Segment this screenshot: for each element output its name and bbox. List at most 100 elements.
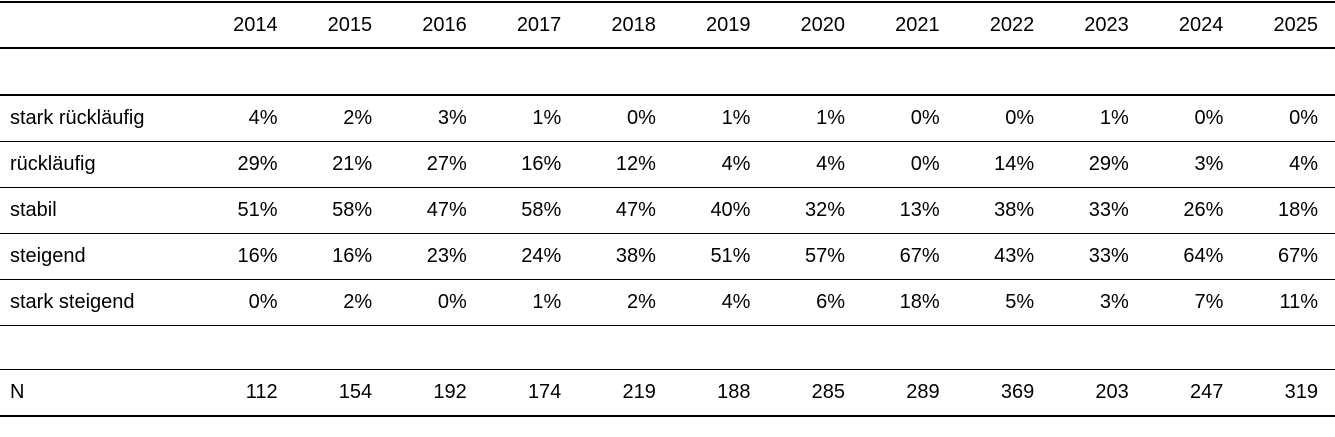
value-cell: 4% (1289, 152, 1318, 175)
n-value-cell: 112 (245, 380, 278, 403)
n-value-cell: 188 (717, 380, 751, 403)
table-row-stark-ruckl-ufig: stark rückläufig 4% 2% 3% 1% 0% 1% 1% 0% 0% 1% 0% 0% (0, 95, 1335, 141)
value-cell: 24% (521, 244, 562, 267)
value-cell: 33% (1088, 244, 1129, 267)
year-header-2018: 2018 (611, 13, 656, 36)
value-cell: 26% (1183, 198, 1224, 221)
value-cell: 32% (805, 198, 846, 221)
year-header-2023: 2023 (1084, 13, 1129, 36)
value-cell: 23% (426, 244, 467, 267)
value-cell: 47% (615, 198, 656, 221)
value-cell: 16% (237, 244, 278, 267)
value-cell: 58% (332, 198, 373, 221)
value-cell: 38% (994, 198, 1035, 221)
value-cell: 4% (248, 106, 278, 129)
value-cell: 33% (1088, 198, 1129, 221)
value-cell: 21% (332, 152, 373, 175)
value-cell: 4% (721, 290, 751, 313)
spacer-row (0, 325, 1335, 369)
value-cell: 58% (521, 198, 562, 221)
value-cell: 3% (1099, 290, 1129, 313)
value-cell: 4% (816, 152, 846, 175)
value-cell: 11% (1279, 290, 1318, 313)
corner-cell (0, 2, 200, 48)
table-row-stark-steigend: stark steigend 0% 2% 0% 1% 2% 4% 6% 18% 5% 3% 7% 11% (0, 279, 1335, 325)
n-value-cell: 247 (1189, 380, 1224, 403)
year-header-2024: 2024 (1178, 13, 1224, 36)
value-cell: 64% (1183, 244, 1224, 267)
value-cell: 0% (1289, 106, 1318, 129)
year-header-2021: 2021 (895, 13, 940, 36)
value-cell: 38% (615, 244, 656, 267)
year-header-2025: 2025 (1273, 13, 1319, 36)
year-header-2017: 2017 (516, 13, 562, 36)
row-label: stark steigend (10, 290, 135, 313)
value-cell: 1% (532, 106, 562, 129)
table-row-n: N 112 154 192 174 219 188 285 289 369 203 247 319 (0, 369, 1335, 416)
table-row-ruckl-ufig: rückläufig 29% 21% 27% 16% 12% 4% 4% 0% 14% 29% 3% 4… (0, 141, 1335, 187)
value-cell: 29% (1088, 152, 1129, 175)
value-cell: 4% (721, 152, 751, 175)
value-cell: 51% (237, 198, 278, 221)
year-header-2020: 2020 (800, 13, 846, 36)
value-cell: 0% (437, 290, 467, 313)
value-cell: 29% (237, 152, 278, 175)
year-header-2016: 2016 (422, 13, 467, 36)
value-cell: 3% (437, 106, 467, 129)
value-cell: 14% (994, 152, 1035, 175)
value-cell: 1% (532, 290, 562, 313)
row-label: N (10, 380, 25, 403)
spacer-row (0, 48, 1335, 95)
value-cell: 47% (426, 198, 467, 221)
table-row-stabil: stabil 51% 58% 47% 58% 47% 40% 32% 13% 38% 33% 26% 1… (0, 187, 1335, 233)
value-cell: 5% (1005, 290, 1035, 313)
value-cell: 1% (721, 106, 751, 129)
n-value-cell: 203 (1095, 380, 1129, 403)
value-cell: 0% (626, 106, 656, 129)
value-cell: 2% (343, 290, 373, 313)
n-value-cell: 154 (338, 380, 373, 403)
value-cell: 6% (816, 290, 846, 313)
value-cell: 2% (343, 106, 373, 129)
value-cell: 12% (615, 152, 656, 175)
value-cell: 0% (248, 290, 278, 313)
year-header-row: 2014 2015 2016 2017 2018 2019 2020 2021 2022 2023… (0, 2, 1335, 48)
value-cell: 13% (899, 198, 940, 221)
n-value-cell: 192 (433, 380, 467, 403)
spacer-cell (0, 48, 1335, 95)
value-cell: 67% (1277, 244, 1318, 267)
value-cell: 0% (1005, 106, 1035, 129)
value-cell: 27% (426, 152, 467, 175)
value-cell: 51% (710, 244, 751, 267)
n-value-cell: 285 (811, 380, 846, 403)
spacer-cell (0, 325, 1335, 369)
value-cell: 2% (626, 290, 656, 313)
value-cell: 40% (710, 198, 751, 221)
year-header-2014: 2014 (233, 13, 278, 36)
value-cell: 0% (910, 152, 940, 175)
n-value-cell: 219 (622, 380, 656, 403)
row-label: stabil (10, 198, 57, 221)
n-value-cell: 174 (527, 380, 562, 403)
value-cell: 7% (1194, 290, 1224, 313)
value-cell: 0% (1194, 106, 1224, 129)
year-header-2015: 2015 (327, 13, 373, 36)
survey-trend-table: 2014 2015 2016 2017 2018 2019 2020 2021 2022 2023… (0, 1, 1335, 417)
value-cell: 18% (1277, 198, 1318, 221)
survey-trend-table-container: 2014 2015 2016 2017 2018 2019 2020 2021 2022 2023… (0, 1, 1335, 417)
value-cell: 43% (994, 244, 1035, 267)
row-label: rückläufig (10, 152, 96, 175)
value-cell: 16% (332, 244, 373, 267)
value-cell: 0% (910, 106, 940, 129)
value-cell: 1% (816, 106, 846, 129)
value-cell: 57% (805, 244, 846, 267)
row-label: steigend (10, 244, 86, 267)
n-value-cell: 319 (1284, 380, 1318, 403)
row-label: stark rückläufig (10, 106, 145, 129)
value-cell: 67% (899, 244, 940, 267)
value-cell: 16% (521, 152, 562, 175)
value-cell: 3% (1194, 152, 1224, 175)
value-cell: 18% (899, 290, 940, 313)
year-header-2019: 2019 (705, 13, 751, 36)
table-row-steigend: steigend 16% 16% 23% 24% 38% 51% 57% 67% 43% 33% 64… (0, 233, 1335, 279)
